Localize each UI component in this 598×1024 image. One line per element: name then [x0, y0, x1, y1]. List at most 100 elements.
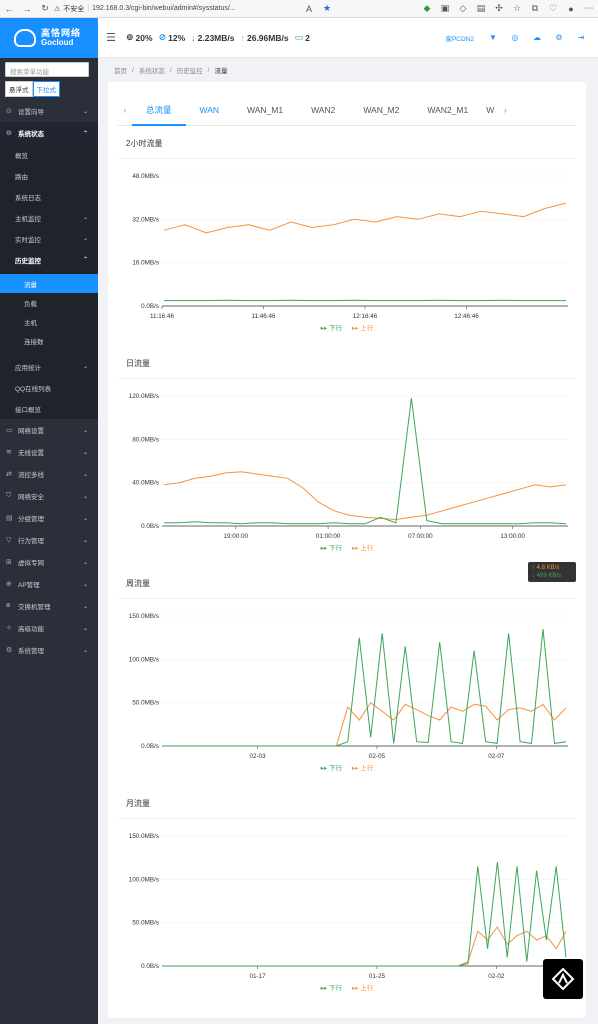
- globe-icon[interactable]: ◎: [511, 33, 519, 42]
- collections-icon[interactable]: ⧉: [531, 3, 539, 13]
- submenu-route[interactable]: 路由: [15, 173, 28, 181]
- chart-card: 2小时流量 48.0MB/s 32.0MB/s 16.0MB/s 0.0B/s 11:16…: [118, 138, 576, 338]
- logout-icon[interactable]: ⇥: [577, 33, 585, 42]
- tshirt-icon[interactable]: ▼: [489, 33, 497, 42]
- heart-icon[interactable]: ♡: [548, 3, 558, 13]
- y-tick-label: 16.0MB/s: [132, 260, 159, 267]
- cloud-logo-icon: [14, 29, 36, 47]
- settings-icon[interactable]: ⚙: [555, 33, 563, 42]
- menu-search-input[interactable]: 搜索菜单功能: [5, 62, 89, 77]
- extension-icon[interactable]: ▣: [440, 3, 450, 13]
- compass-icon: ⊙: [6, 108, 12, 115]
- scroll-to-top-button[interactable]: [543, 959, 583, 999]
- device-name-link[interactable]: 家PCDN2: [445, 35, 474, 43]
- favorites-icon[interactable]: ☆: [512, 3, 522, 13]
- submenu-overview[interactable]: 概览: [15, 152, 28, 160]
- menu-item-network[interactable]: ▭ 网络设置 ⌄: [6, 427, 88, 435]
- y-tick-label: 0.0B/s: [141, 303, 159, 310]
- shield-icon: ⛉: [6, 492, 12, 499]
- x-tick-label: 11:16:46: [150, 313, 175, 320]
- legend-down[interactable]: ▸▸ 下行: [320, 325, 342, 332]
- chevron-down-icon: ⌄: [82, 493, 88, 500]
- chevron-down-icon: ⌄: [82, 537, 88, 544]
- menu-item-wizard[interactable]: ⊙ 设置向导 ⌄: [6, 108, 88, 116]
- menu-item-behavior[interactable]: ▽ 行为管理 ⌄: [6, 537, 88, 545]
- submenu-connections[interactable]: 连接数: [24, 338, 44, 346]
- monitor-icon: ▭: [6, 427, 13, 434]
- x-tick-label: 11:46:46: [251, 313, 276, 320]
- tabs-next-icon[interactable]: ›: [503, 104, 507, 115]
- breadcrumb-history[interactable]: 历史监控: [176, 68, 203, 75]
- extensions-puzzle-icon[interactable]: ✣: [495, 3, 503, 13]
- memory-icon: ⊘: [158, 32, 167, 42]
- forward-icon[interactable]: →: [22, 3, 32, 14]
- address-bar[interactable]: ⚠ 不安全 | 192.168.0.3/cgi-bin/webui/admin#…: [54, 1, 300, 16]
- tab-wan-m1[interactable]: WAN_M1: [247, 104, 284, 115]
- menu-item-wireless[interactable]: ≋ 无线设置 ⌄: [6, 449, 88, 457]
- chevron-down-icon: ⌄: [82, 427, 88, 434]
- menu-item-ap[interactable]: ⊕ AP管理 ⌄: [6, 581, 88, 589]
- legend-down[interactable]: ▸▸ 下行: [320, 545, 342, 552]
- breadcrumb-home[interactable]: 首页: [114, 68, 127, 75]
- tab-wan[interactable]: WAN: [199, 104, 220, 115]
- menu-item-groups[interactable]: ▤ 分组管理 ⌄: [6, 515, 88, 523]
- chevron-down-icon: ⌄: [82, 647, 88, 654]
- download-rate: ↓ 2.23MB/s: [191, 32, 235, 43]
- y-tick-label: 100.0MB/s: [129, 656, 159, 663]
- menu-item-security[interactable]: ⛉ 网络安全 ⌄: [6, 492, 88, 501]
- favorite-star-icon[interactable]: ★: [322, 3, 332, 13]
- menu-collapse-icon[interactable]: ☰: [106, 32, 116, 44]
- submenu-host[interactable]: 主机: [24, 319, 37, 327]
- submenu-interface-overview[interactable]: 接口概览: [15, 406, 41, 414]
- dropdown-style-button[interactable]: 下拉式: [32, 81, 60, 97]
- submenu-qq-online[interactable]: QQ在线列表: [15, 385, 52, 393]
- submenu-syslog[interactable]: 系统日志: [15, 194, 41, 202]
- y-tick-label: 0.0B/s: [141, 743, 159, 750]
- tab-total[interactable]: 总流量: [132, 94, 186, 126]
- tab-wan-m2[interactable]: WAN_M2: [363, 104, 400, 115]
- menu-item-system-status[interactable]: ⊖ 系统状态 ⌃: [0, 122, 98, 144]
- tooltip-up-value: ↑ 4.8 KB/s: [532, 565, 560, 571]
- legend-down[interactable]: ▸▸ 下行: [320, 765, 342, 772]
- chart-svg: 150.0MB/s 100.0MB/s 50.0MB/s 0.0B/s 01-17 01-…: [129, 833, 568, 980]
- back-icon[interactable]: ←: [4, 3, 14, 14]
- float-style-button[interactable]: 悬浮式: [5, 81, 33, 97]
- profile-avatar-icon[interactable]: ●: [568, 3, 574, 14]
- submenu-host-monitor[interactable]: 主机监控 ⌄: [15, 215, 88, 223]
- series-line-up: [164, 701, 567, 747]
- menu-item-advanced[interactable]: ✧ 高级功能 ⌄: [6, 625, 88, 633]
- system-status-submenu: 概览 路由 系统日志 主机监控 ⌄ 实时监控 ⌄ 历史监控 ⌃ 流量 负载 主机 连接…: [0, 144, 98, 419]
- menu-item-flow-control[interactable]: ⇄ 流控多线 ⌄: [6, 471, 88, 479]
- menu-item-switch[interactable]: ⧈ 交换机管理 ⌄: [6, 602, 88, 611]
- tabs-prev-icon[interactable]: ‹: [123, 104, 127, 115]
- legend-up[interactable]: ▸▸ 上行: [352, 545, 374, 552]
- cpu-usage: ⊚ 20%: [126, 32, 153, 43]
- legend-down[interactable]: ▸▸ 下行: [320, 985, 342, 992]
- tab-wan2-m1[interactable]: WAN2_M1: [427, 104, 469, 115]
- submenu-traffic[interactable]: 流量: [0, 274, 98, 293]
- refresh-icon[interactable]: ↻: [41, 3, 49, 13]
- series-line-down: [164, 398, 567, 525]
- submenu-realtime-monitor[interactable]: 实时监控 ⌄: [15, 236, 88, 244]
- shield-extension-icon[interactable]: ◆: [423, 3, 431, 13]
- extension-icon[interactable]: ▤: [476, 3, 486, 13]
- menu-item-system[interactable]: ⚙ 系统管理 ⌄: [6, 647, 88, 655]
- more-icon[interactable]: ⋯: [584, 3, 594, 13]
- menu-item-vpn[interactable]: ⊞ 虚拟专网 ⌄: [6, 559, 88, 567]
- extension-icon[interactable]: ◇: [459, 3, 467, 13]
- legend-up[interactable]: ▸▸ 上行: [352, 985, 374, 992]
- tab-more[interactable]: W: [486, 104, 495, 115]
- url-text: 192.168.0.3/cgi-bin/webui/admin#/sysstat…: [92, 5, 236, 12]
- read-aloud-icon[interactable]: A: [305, 3, 312, 14]
- submenu-load[interactable]: 负载: [24, 300, 37, 308]
- submenu-app-stats[interactable]: 应用统计 ⌄: [15, 364, 88, 372]
- breadcrumb-system-status[interactable]: 系统状态: [138, 68, 165, 75]
- y-tick-label: 100.0MB/s: [129, 876, 159, 883]
- chevron-down-icon: ⌄: [82, 603, 88, 610]
- cloud-upload-icon[interactable]: ☁: [533, 33, 541, 42]
- submenu-history-monitor[interactable]: 历史监控 ⌃: [15, 257, 88, 265]
- tab-wan2[interactable]: WAN2: [311, 104, 336, 115]
- top-status-bar: ☰ ⊚ 20% ⊘ 12% ↓ 2.23MB/s ↑ 26.96MB/s ▭ 2 家PCD…: [98, 18, 598, 58]
- legend-up[interactable]: ▸▸ 上行: [352, 325, 374, 332]
- legend-up[interactable]: ▸▸ 上行: [352, 765, 374, 772]
